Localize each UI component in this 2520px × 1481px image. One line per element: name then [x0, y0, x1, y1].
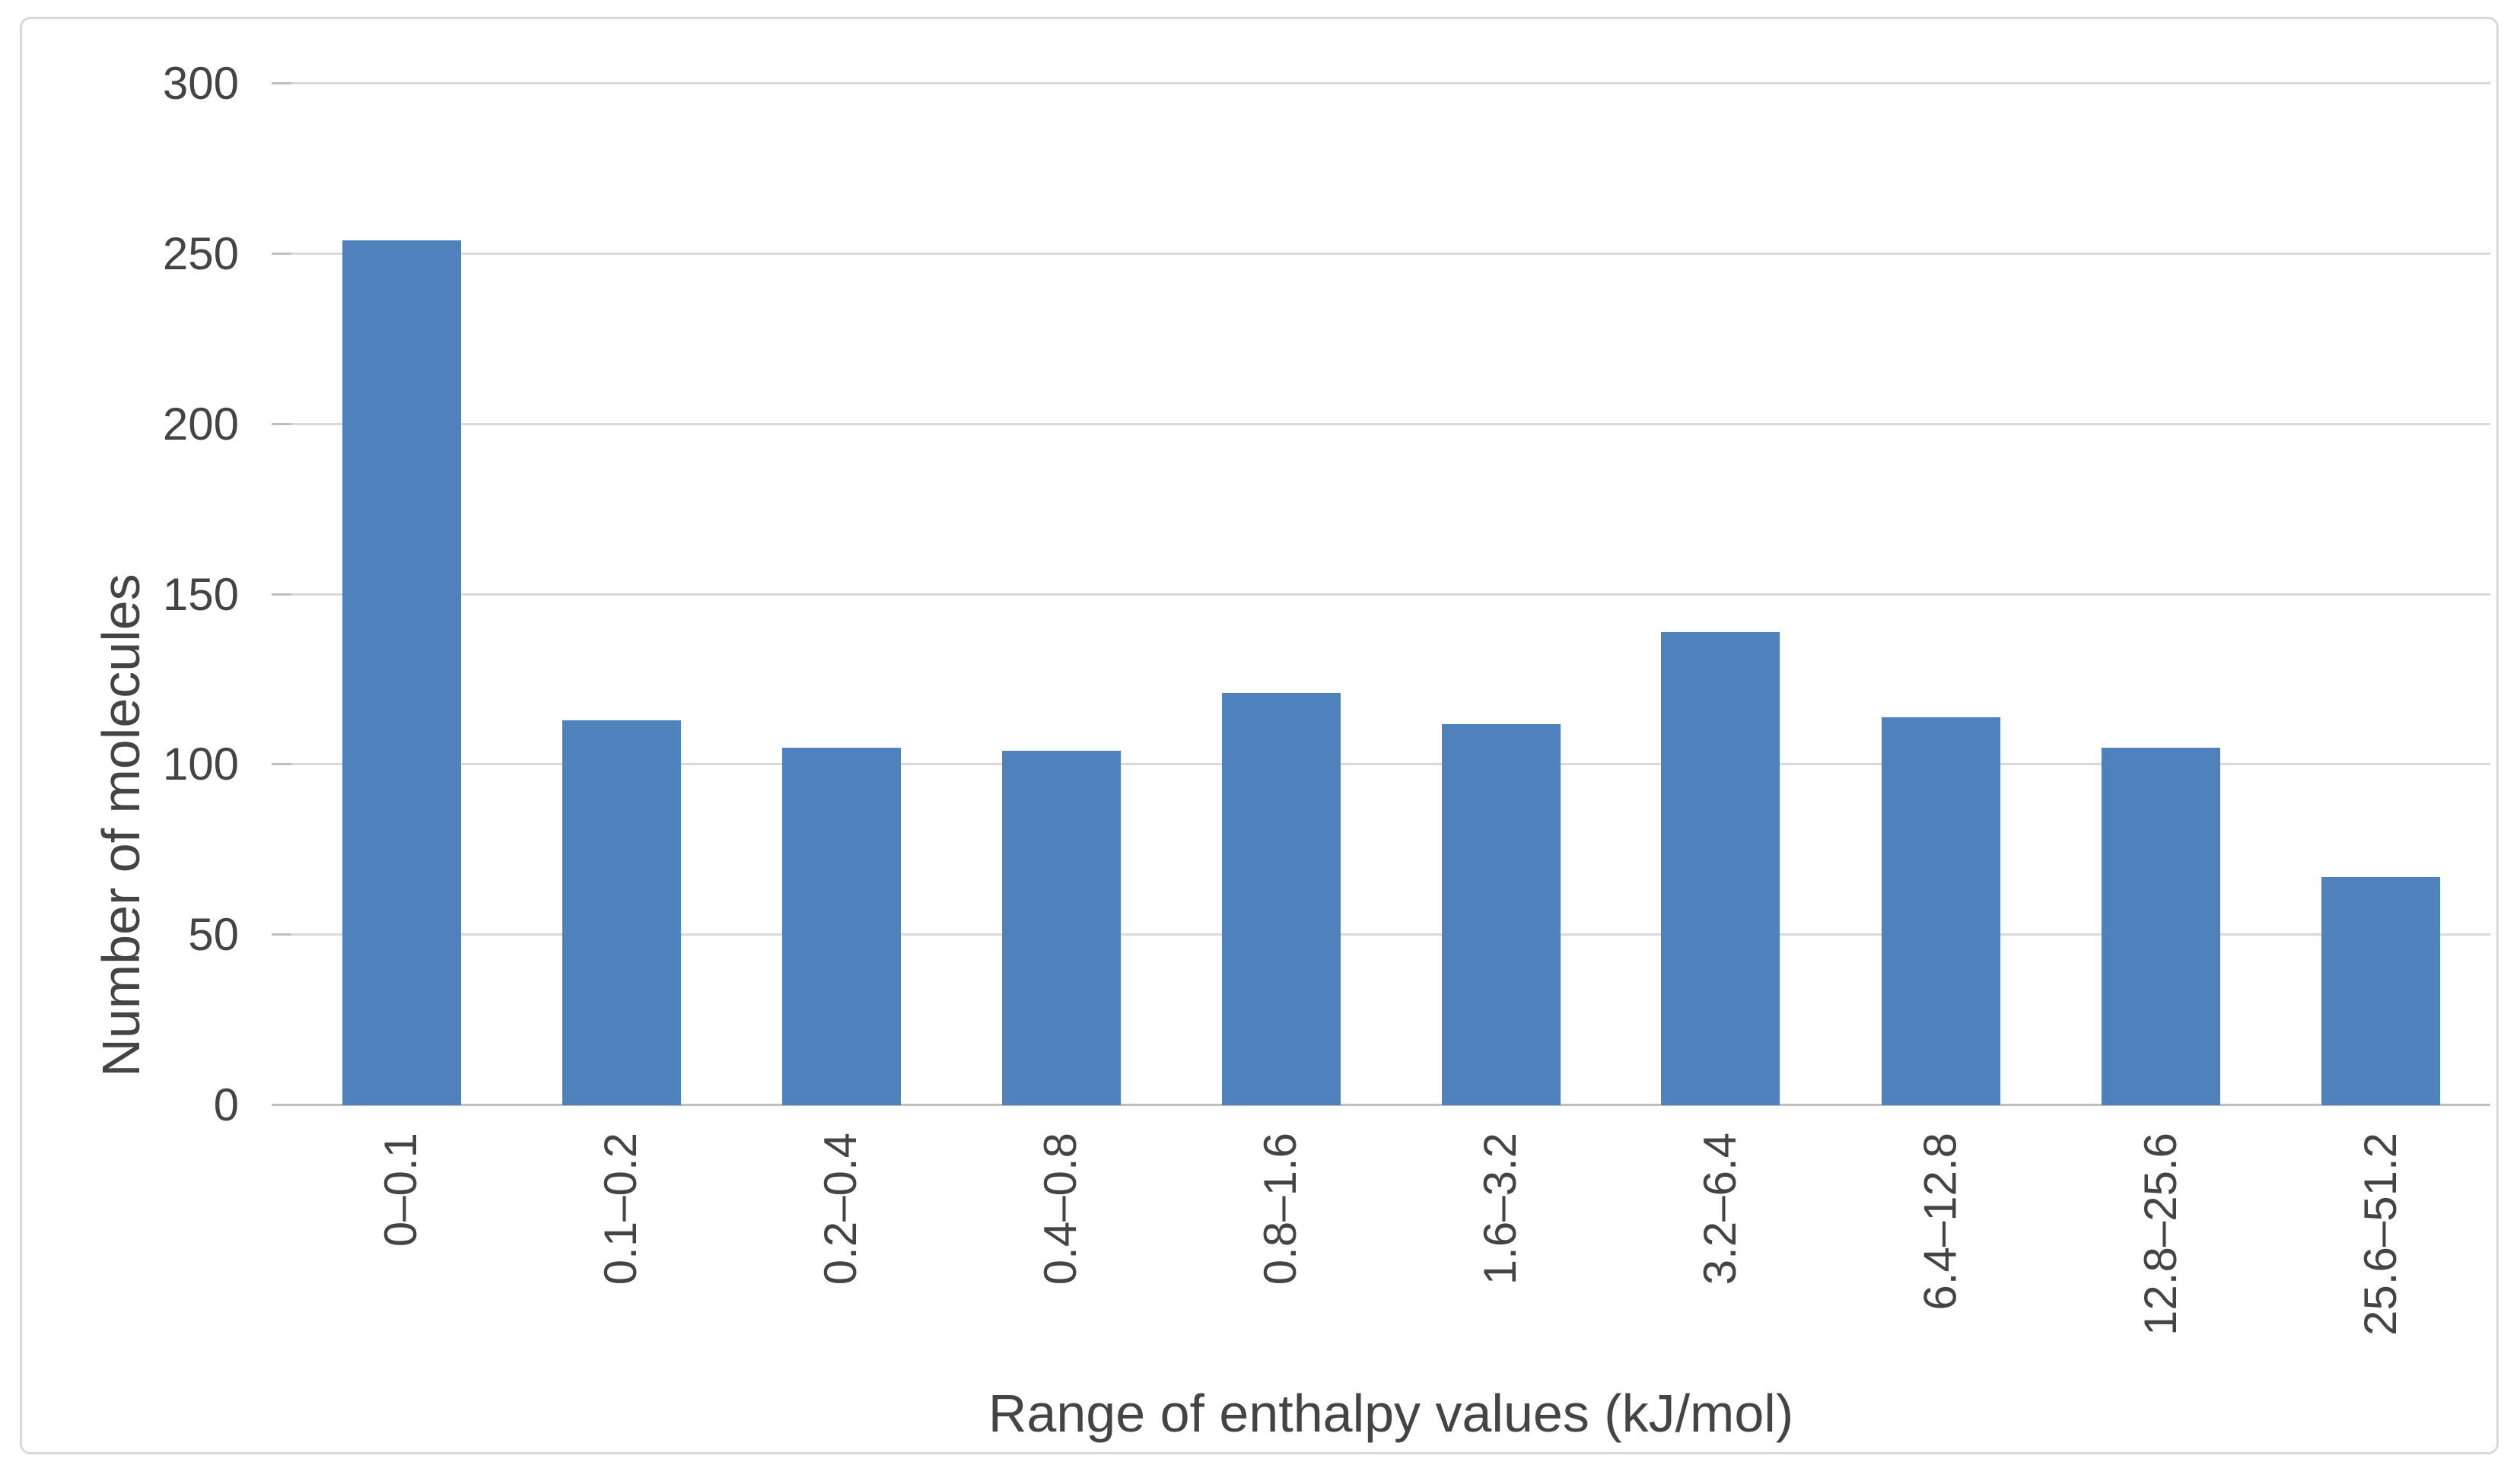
- gridline-50: [291, 933, 2490, 936]
- y-tick-label-200: 200: [162, 398, 239, 450]
- y-tick-label-0: 0: [213, 1079, 239, 1130]
- x-axis-line: [291, 1104, 2490, 1106]
- x-tick-label-25.6–51.2: 25.6–51.2: [2354, 1133, 2406, 1336]
- bar-6.4–12.8: [1881, 717, 2000, 1105]
- bar-0.1–0.2: [562, 720, 681, 1105]
- y-tick-label-250: 250: [162, 227, 239, 279]
- y-axis-tick-250: [272, 252, 291, 255]
- gridline-250: [291, 252, 2490, 255]
- y-axis-tick-0: [272, 1104, 291, 1106]
- y-tick-label-100: 100: [162, 739, 239, 790]
- bar-0.4–0.8: [1001, 751, 1121, 1105]
- bar-3.2–6.4: [1661, 631, 1780, 1105]
- x-tick-label-0.4–0.8: 0.4–0.8: [1035, 1133, 1087, 1286]
- x-tick-label-0.2–0.4: 0.2–0.4: [815, 1133, 867, 1286]
- x-tick-label-0.1–0.2: 0.1–0.2: [595, 1133, 647, 1286]
- y-axis-tick-labels: 0 50 100 150 200 250 300: [22, 58, 239, 1130]
- bar-12.8–25.6: [2101, 747, 2220, 1105]
- plot-area: [272, 82, 2490, 1106]
- gridline-150: [291, 593, 2490, 596]
- y-axis-tick-100: [272, 763, 291, 766]
- y-axis-title: Number of molecules: [91, 574, 151, 1077]
- bar-0.2–0.4: [781, 747, 901, 1105]
- x-tick-label-0–0.1: 0–0.1: [375, 1133, 427, 1247]
- x-tick-label-6.4–12.8: 6.4–12.8: [1914, 1133, 1966, 1311]
- y-axis-tick-200: [272, 422, 291, 425]
- y-tick-label-50: 50: [188, 909, 239, 961]
- x-tick-label-1.6–3.2: 1.6–3.2: [1475, 1133, 1526, 1286]
- y-tick-label-300: 300: [162, 58, 239, 109]
- bar-25.6–51.2: [2321, 877, 2440, 1105]
- gridline-300: [291, 82, 2490, 84]
- chart-border: 0 50 100 150 200 250 300 0–0.1 0.1–0.2 0.2–0.4 0.…: [20, 17, 2499, 1454]
- y-axis-tick-50: [272, 933, 291, 936]
- gridline-100: [291, 763, 2490, 766]
- x-tick-label-12.8–25.6: 12.8–25.6: [2134, 1133, 2186, 1336]
- x-tick-label-0.8–1.6: 0.8–1.6: [1255, 1133, 1306, 1286]
- y-axis-tick-150: [272, 593, 291, 596]
- bar-1.6–3.2: [1441, 723, 1561, 1105]
- bar-0–0.1: [342, 240, 461, 1105]
- bar-0.8–1.6: [1221, 693, 1341, 1105]
- y-axis-tick-300: [272, 82, 291, 84]
- x-tick-label-3.2–6.4: 3.2–6.4: [1694, 1133, 1746, 1286]
- x-axis-title: Range of enthalpy values (kJ/mol): [988, 1384, 1794, 1443]
- y-tick-label-150: 150: [162, 568, 239, 620]
- gridline-200: [291, 422, 2490, 425]
